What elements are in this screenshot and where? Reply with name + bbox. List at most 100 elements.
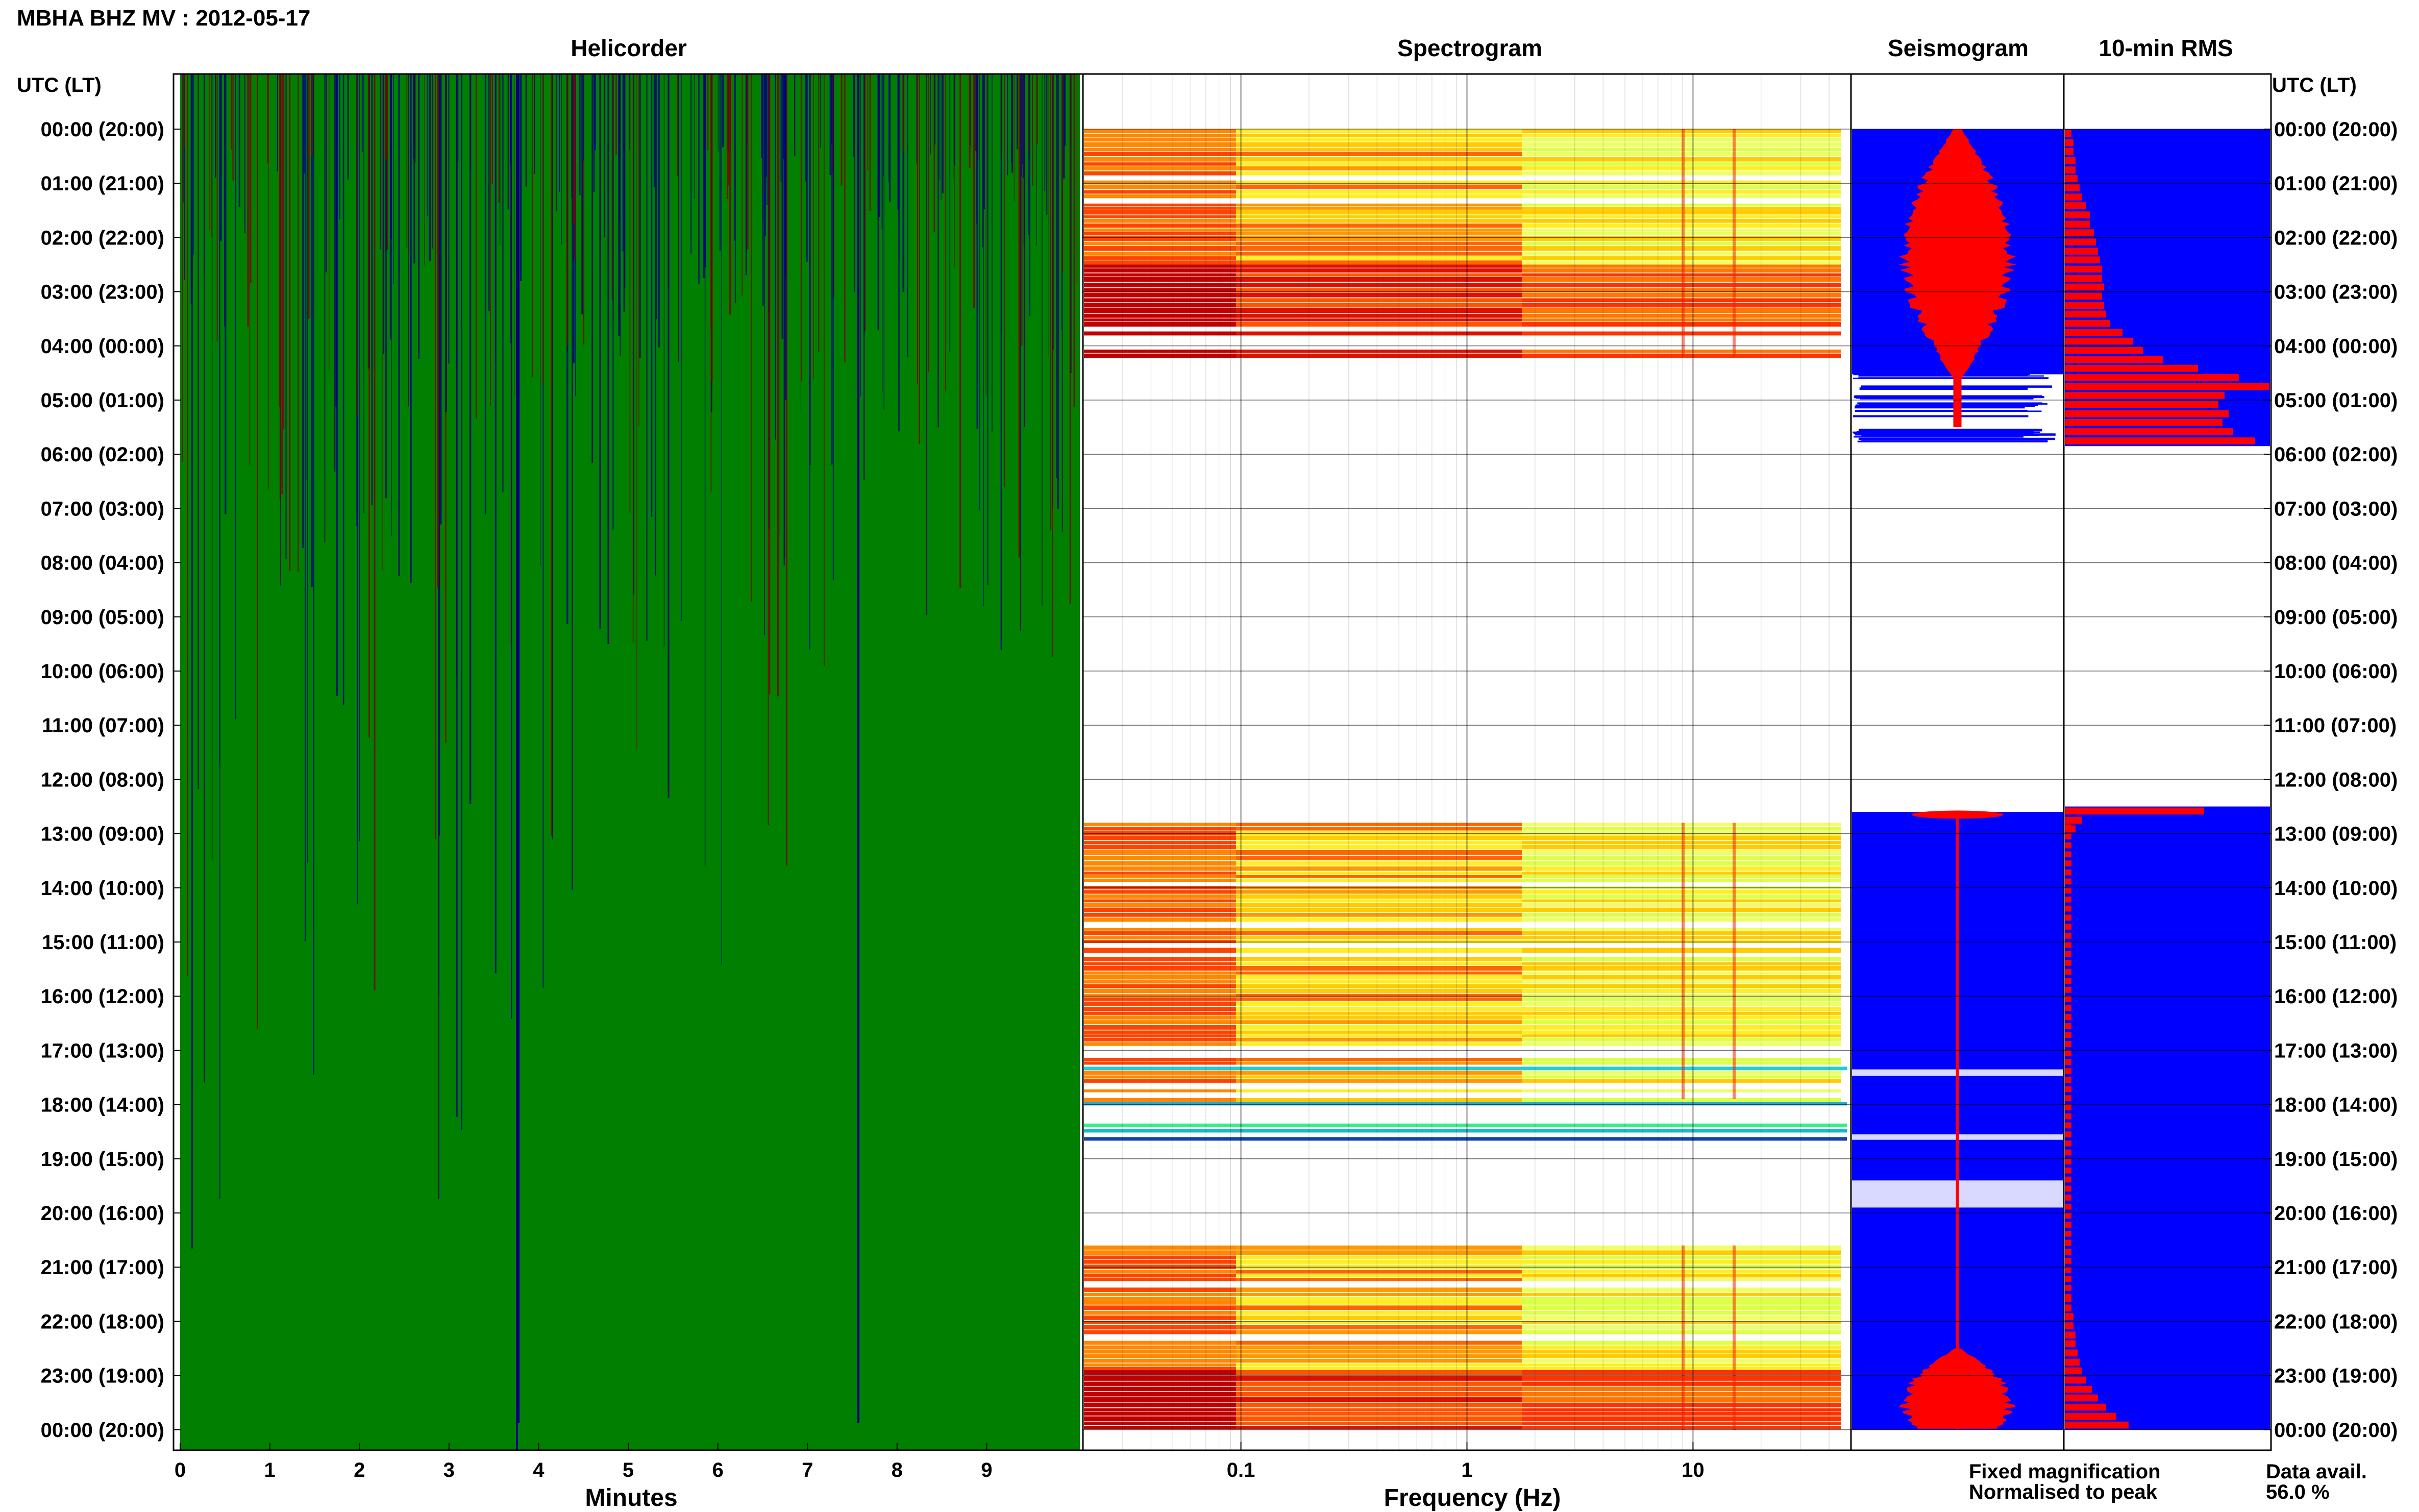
spectrogram-row-mid <box>1236 948 1522 953</box>
spectrogram-row-high <box>1522 823 1841 826</box>
spectrogram-row-high <box>1522 1075 1841 1079</box>
spectrogram-row-mid <box>1236 282 1522 288</box>
spectrogram-row-high <box>1522 215 1841 218</box>
spectrogram-row-mid <box>1236 988 1522 994</box>
spectrogram-row-low <box>1084 1305 1237 1310</box>
spectrogram-row-high <box>1522 1098 1841 1102</box>
spectrogram-row-mid <box>1236 1025 1522 1030</box>
spectrogram-row-low <box>1084 303 1237 308</box>
spectrogram-row-low <box>1084 1297 1237 1300</box>
spectrogram-row-low <box>1084 831 1237 835</box>
spectrogram-row-low <box>1084 1011 1237 1015</box>
spectrogram-row-high <box>1522 1058 1841 1061</box>
spectrogram-row-low <box>1084 157 1237 162</box>
rms-bar-small <box>2065 860 2071 866</box>
spectrogram-row-high <box>1522 894 1841 899</box>
spectrogram-row-low <box>1084 984 1237 988</box>
time-axis-label-left: UTC (LT) <box>17 74 102 96</box>
rms-bar <box>2065 374 2239 381</box>
spectrogram-row-high <box>1522 264 1841 268</box>
spectrogram-row-mid <box>1236 268 1522 273</box>
spectrogram-row-mid <box>1236 827 1522 831</box>
spectrogram-row-low <box>1084 1259 1237 1264</box>
spectrogram-row-high <box>1522 878 1841 882</box>
spectrogram-row-mid <box>1236 203 1522 207</box>
spectrogram-row-high <box>1522 907 1841 912</box>
hour-gridlines <box>1082 74 2271 1450</box>
spectrogram-row-mid <box>1236 1058 1522 1061</box>
rms-bar-small <box>2065 1095 2071 1102</box>
spectrogram-row-high <box>1522 318 1841 322</box>
spectrogram-row-mid <box>1236 1255 1522 1259</box>
rms-bar <box>2065 329 2122 336</box>
spectrogram-x-tick-label: 0.1 <box>1227 1459 1255 1481</box>
spectrogram-row-low <box>1084 1079 1237 1083</box>
time-label-right: 09:00 (05:00) <box>2274 606 2398 629</box>
rms-bar-small <box>2065 1257 2071 1264</box>
spectrogram-row-low <box>1084 246 1237 251</box>
spectrogram-panel <box>1083 74 1851 1450</box>
spectrogram-row-high <box>1522 353 1841 358</box>
spectrogram-row-mid <box>1236 1354 1522 1358</box>
spectrogram-event-line <box>1084 1067 1847 1071</box>
spectrogram-row-high <box>1522 1324 1841 1330</box>
rms-bar <box>2065 184 2080 191</box>
rms-bar <box>2065 807 2204 815</box>
rms-bar <box>2065 364 2198 372</box>
spectrogram-row-mid <box>1236 1367 1522 1372</box>
spectrogram-row-low <box>1084 152 1237 157</box>
spectrogram-row-low <box>1084 190 1237 194</box>
spectrogram-row-low <box>1084 256 1237 260</box>
time-label-left: 16:00 (12:00) <box>41 985 164 1008</box>
spectrogram-row-mid <box>1236 1270 1522 1274</box>
spectrogram-row-high <box>1522 256 1841 260</box>
spectrogram-row-high <box>1522 162 1841 166</box>
spectrogram-row-high <box>1522 1297 1841 1300</box>
helicorder-x-tick-label: 1 <box>264 1459 275 1481</box>
spectrogram-row-high <box>1522 866 1841 871</box>
time-label-right: 14:00 (10:00) <box>2274 877 2398 900</box>
rms-bar-small <box>2065 978 2071 984</box>
spectrogram-row-low <box>1084 940 1237 943</box>
time-label-right: 16:00 (12:00) <box>2274 985 2398 1008</box>
rms-bar <box>2065 419 2223 426</box>
spectrogram-row-mid <box>1236 322 1522 327</box>
rms-bar-small <box>2065 1032 2071 1038</box>
time-label-right: 12:00 (08:00) <box>2274 769 2398 791</box>
rms-bar <box>2065 202 2086 209</box>
spectrogram-row-high <box>1522 994 1841 997</box>
spectrogram-row-low <box>1084 975 1237 980</box>
spectrogram-row-low <box>1084 288 1237 292</box>
spectrogram-row-high <box>1522 210 1841 215</box>
spectrogram-row-mid <box>1236 940 1522 943</box>
spectrogram-row-low <box>1084 928 1237 931</box>
rms-bar <box>2065 302 2104 309</box>
spectrogram-row-high <box>1522 313 1841 318</box>
spectrogram-row-low <box>1084 1397 1237 1402</box>
rms-bar <box>2065 175 2078 182</box>
spectrogram-row-low <box>1084 835 1237 840</box>
spectrogram-row-mid <box>1236 277 1522 282</box>
time-label-left: 06:00 (02:00) <box>41 443 164 466</box>
spectrogram-row-high <box>1522 260 1841 265</box>
spectrogram-x-label: Frequency (Hz) <box>1384 1484 1561 1511</box>
spectrogram-row-mid <box>1236 1245 1522 1250</box>
spectrogram-row-low <box>1084 965 1237 971</box>
spectrogram-row-high <box>1522 1011 1841 1015</box>
time-label-right: 17:00 (13:00) <box>2274 1039 2398 1062</box>
spectrogram-row-low <box>1084 277 1237 282</box>
seismogram-fixed-line <box>1854 436 2024 438</box>
spectrogram-row-mid <box>1236 907 1522 912</box>
spectrogram-row-low <box>1084 1425 1237 1430</box>
rms-bar <box>2065 337 2133 345</box>
spectrogram-row-low <box>1084 252 1237 256</box>
spectrogram-row-mid <box>1236 1089 1522 1093</box>
rms-bar <box>2065 130 2071 137</box>
spectrogram-row-mid <box>1236 1061 1522 1065</box>
spectrogram-row-high <box>1522 871 1841 875</box>
spectrogram-row-low <box>1084 1345 1237 1350</box>
spectrogram-row-mid <box>1236 232 1522 236</box>
spectrogram-row-high <box>1522 1370 1841 1375</box>
seismogram-normalised-envelope-late <box>1899 1348 2016 1429</box>
spectrogram-row-high <box>1522 980 1841 984</box>
